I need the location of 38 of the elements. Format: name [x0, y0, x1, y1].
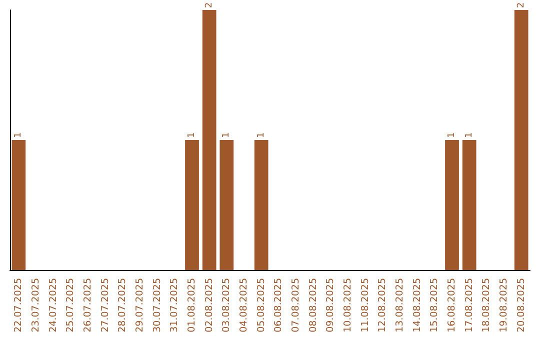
x-tick-label: 27.07.2025 — [100, 278, 111, 332]
data-label: 1 — [222, 132, 232, 138]
x-tick-label: 24.07.2025 — [48, 278, 59, 332]
data-label: 1 — [447, 132, 457, 138]
x-tick-label: 10.08.2025 — [342, 278, 354, 332]
x-tick-label: 01.08.2025 — [186, 278, 198, 332]
x-tick-label: 22.07.2025 — [13, 278, 24, 332]
x-tick-label: 14.08.2025 — [412, 278, 423, 332]
x-tick-label: 13.08.2025 — [394, 278, 406, 332]
x-tick-label: 17.08.2025 — [464, 278, 475, 332]
x-tick-label: 23.07.2025 — [30, 278, 42, 332]
data-label: 2 — [516, 2, 526, 8]
x-tick-label: 03.08.2025 — [221, 278, 232, 332]
data-label: 2 — [204, 2, 214, 8]
x-tick-label: 25.07.2025 — [65, 278, 76, 332]
x-tick-label: 02.08.2025 — [204, 278, 215, 332]
x-tick-label: 06.08.2025 — [273, 278, 284, 332]
x-tick-label: 30.07.2025 — [152, 278, 163, 332]
x-tick-label: 20.08.2025 — [516, 278, 527, 332]
x-tick-label: 05.08.2025 — [256, 278, 267, 332]
x-tick-label: 26.07.2025 — [82, 278, 94, 332]
x-tick-label: 19.08.2025 — [498, 278, 510, 332]
x-tick-label: 16.08.2025 — [446, 278, 458, 332]
data-label: 1 — [464, 132, 474, 138]
x-tick-label: 11.08.2025 — [360, 278, 371, 332]
x-tick-label: 18.08.2025 — [481, 278, 492, 332]
x-tick-label: 09.08.2025 — [325, 278, 336, 332]
data-label: 1 — [187, 132, 197, 138]
x-tick-label: 04.08.2025 — [238, 278, 250, 332]
data-label: 1 — [14, 132, 24, 138]
x-tick-label: 28.07.2025 — [117, 278, 128, 332]
x-tick-label: 31.07.2025 — [169, 278, 180, 332]
x-tick-label: 07.08.2025 — [290, 278, 302, 332]
x-tick-label: 08.08.2025 — [308, 278, 319, 332]
x-tick-label: 12.08.2025 — [377, 278, 388, 332]
x-tick-label: 15.08.2025 — [429, 278, 440, 332]
x-tick-label: 29.07.2025 — [134, 278, 146, 332]
data-label: 1 — [256, 132, 266, 138]
